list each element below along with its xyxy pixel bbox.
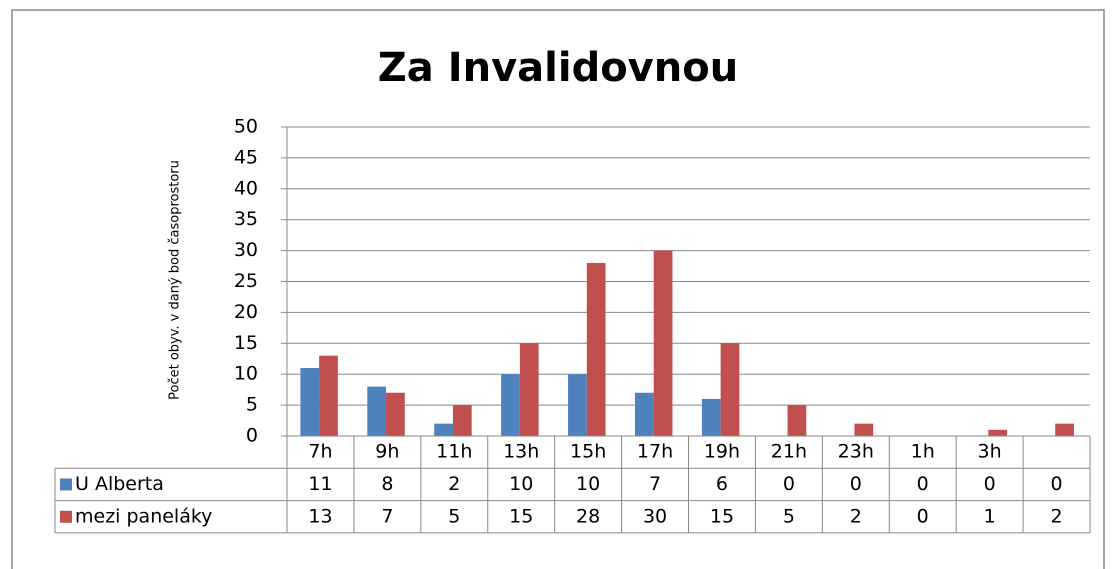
table-value: 0 [917, 505, 929, 527]
table-value: 6 [716, 473, 728, 495]
table-value: 2 [850, 505, 862, 527]
x-tick-label: 1h [911, 441, 935, 463]
y-tick-label: 45 [234, 146, 258, 168]
y-tick-label: 15 [234, 332, 258, 354]
bar [1055, 423, 1074, 436]
bar [988, 429, 1008, 436]
y-tick-label: 20 [234, 301, 258, 323]
x-tick-label: 21h [771, 441, 807, 463]
table-value: 0 [917, 473, 929, 495]
x-tick-label: 7h [308, 441, 332, 463]
x-tick-label: 3h [978, 441, 1002, 463]
table-value: 7 [649, 473, 661, 495]
y-tick-label: 10 [234, 363, 258, 385]
y-tick-label: 25 [234, 270, 258, 292]
bar [501, 374, 520, 436]
table-value: 10 [509, 473, 533, 495]
table-value: 11 [308, 473, 332, 495]
table-value: 2 [448, 473, 460, 495]
bar [319, 355, 338, 436]
legend-key [60, 510, 72, 523]
bar [367, 386, 387, 436]
table-value: 0 [984, 473, 996, 495]
y-tick-label: 30 [234, 239, 258, 261]
bar [634, 392, 654, 436]
bar [568, 374, 587, 436]
bar [854, 423, 874, 436]
x-tick-label: 11h [436, 441, 472, 463]
x-tick-label: 13h [503, 441, 539, 463]
table-value: 13 [308, 505, 332, 527]
x-tick-label: 19h [704, 441, 740, 463]
bar [720, 343, 740, 436]
legend-label: mezi paneláky [75, 505, 212, 527]
bar [519, 343, 539, 436]
table-value: 5 [783, 505, 795, 527]
x-tick-label: 9h [375, 441, 399, 463]
table-value: 15 [509, 505, 533, 527]
y-tick-label: 5 [246, 394, 258, 416]
bar [586, 262, 606, 436]
x-tick-label: 17h [637, 441, 673, 463]
table-value: 28 [576, 505, 600, 527]
legend-key [60, 478, 72, 491]
bar [386, 392, 405, 436]
table-value: 0 [783, 473, 795, 495]
table-value: 5 [448, 505, 460, 527]
table-value: 8 [381, 473, 393, 495]
y-tick-label: 40 [234, 177, 258, 199]
table-value: 30 [643, 505, 667, 527]
chart-border [11, 9, 1105, 569]
table-value: 1 [984, 505, 996, 527]
bar [452, 405, 472, 436]
legend-label: U Alberta [75, 473, 164, 495]
table-value: 15 [710, 505, 734, 527]
y-tick-label: 0 [246, 425, 258, 447]
y-tick-label: 50 [234, 116, 258, 138]
table-value: 2 [1050, 505, 1062, 527]
chart-title: Za Invalidovnou [378, 45, 738, 91]
table-value: 0 [850, 473, 862, 495]
bar [701, 398, 721, 436]
table-value: 0 [1050, 473, 1062, 495]
x-tick-label: 23h [838, 441, 874, 463]
table-value: 7 [381, 505, 393, 527]
y-tick-label: 35 [234, 208, 258, 230]
table-value: 10 [576, 473, 600, 495]
bar [300, 368, 320, 436]
bar [787, 405, 807, 436]
x-tick-label: 15h [570, 441, 606, 463]
bar [434, 423, 453, 436]
bar [653, 250, 673, 436]
y-axis-label: Počet obyv. v daný bod časoprostoru [168, 160, 183, 400]
